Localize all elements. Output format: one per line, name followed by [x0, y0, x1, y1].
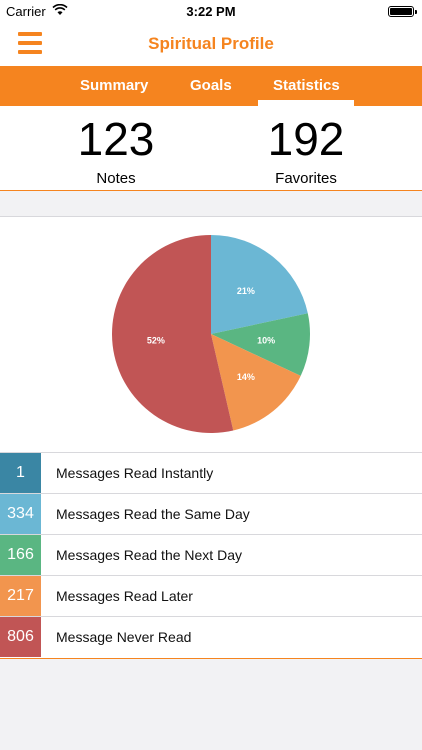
pie-slice-label: 21%: [237, 286, 255, 296]
selected-tab-indicator: [258, 100, 354, 106]
pie-slice: [211, 235, 308, 334]
favorites-count: 192 Favorites: [226, 114, 386, 187]
hamburger-icon-bar: [18, 50, 42, 54]
pie-chart: 21% 10% 14% 52%: [111, 235, 310, 433]
notes-count-label: Notes: [96, 170, 136, 187]
pie-slice-label: 14%: [237, 372, 255, 382]
legend-count-badge: 806: [0, 617, 41, 657]
favorites-count-value: 192: [267, 113, 345, 165]
pie-slice: [211, 334, 301, 431]
notes-count-value: 123: [77, 113, 155, 165]
pie-slice-label: 52%: [147, 335, 165, 345]
tab-goals[interactable]: Goals: [190, 77, 232, 94]
pie-slice: [111, 235, 234, 433]
legend-count-badge: 334: [0, 494, 41, 534]
page-title: Spiritual Profile: [148, 34, 274, 53]
notes-count: 123 Notes: [36, 114, 196, 187]
legend-count-badge: 1: [0, 453, 41, 493]
legend-row: 1 Messages Read Instantly: [0, 453, 422, 494]
tab-bar: Summary Goals Statistics: [0, 66, 422, 106]
legend-row: 166 Messages Read the Next Day: [0, 535, 422, 576]
pie-slice: [211, 313, 310, 376]
legend-count-badge: 166: [0, 535, 41, 575]
carrier-label: Carrier: [6, 4, 46, 19]
wifi-icon: [52, 4, 68, 15]
legend-label: Message Never Read: [56, 629, 192, 645]
tab-summary[interactable]: Summary: [80, 77, 149, 94]
legend-row: 806 Message Never Read: [0, 617, 422, 658]
hamburger-icon-bar: [18, 41, 42, 45]
legend-row: 334 Messages Read the Same Day: [0, 494, 422, 535]
legend-label: Messages Read the Next Day: [56, 547, 242, 563]
pie-slice-label: 10%: [257, 335, 275, 345]
legend-count-badge: 217: [0, 576, 41, 616]
battery-icon: [388, 6, 417, 17]
legend-label: Messages Read Later: [56, 588, 193, 604]
legend-row: 217 Messages Read Later: [0, 576, 422, 617]
status-time: 3:22 PM: [186, 4, 236, 19]
pie-chart-panel: 21% 10% 14% 52%: [0, 216, 422, 452]
hamburger-icon-bar: [18, 32, 42, 36]
nav-bar: Spiritual Profile: [0, 22, 422, 66]
tab-statistics[interactable]: Statistics: [273, 77, 340, 94]
legend-label: Messages Read Instantly: [56, 465, 214, 481]
menu-button[interactable]: [18, 32, 42, 54]
counts-panel: 123 Notes 192 Favorites: [0, 106, 422, 191]
legend-list: 1 Messages Read Instantly 334 Messages R…: [0, 452, 422, 659]
status-bar: Carrier 3:22 PM: [0, 0, 422, 22]
favorites-count-label: Favorites: [275, 170, 337, 187]
legend-label: Messages Read the Same Day: [56, 506, 250, 522]
